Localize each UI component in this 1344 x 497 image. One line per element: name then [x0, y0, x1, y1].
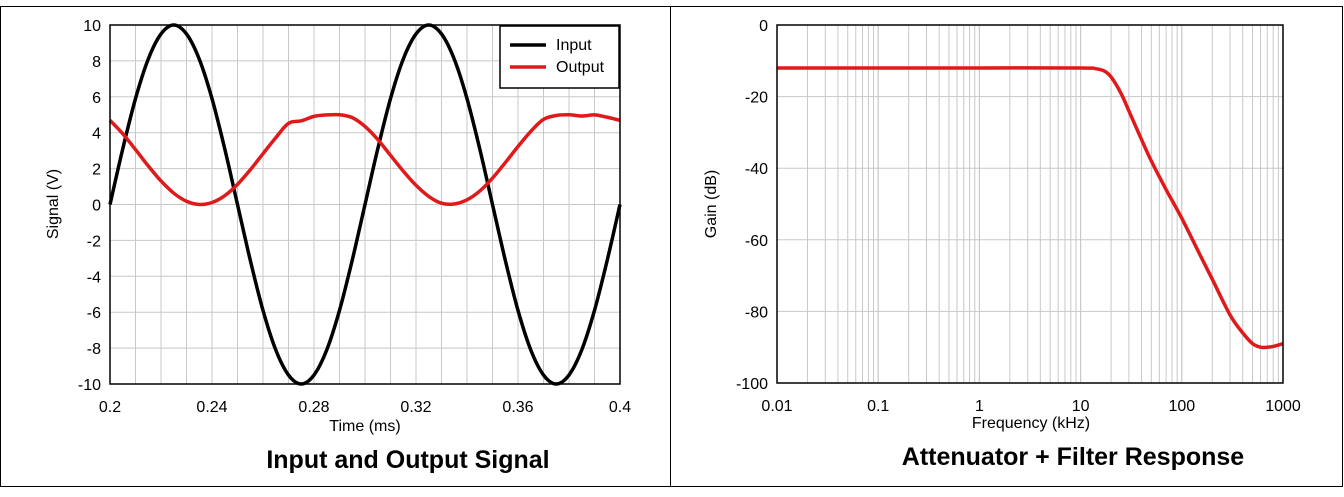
- y-tick-label: -60: [745, 233, 768, 250]
- series-line-input: [108, 23, 622, 386]
- right-panel-border: [670, 6, 1343, 487]
- y-tick-label: -40: [745, 161, 768, 178]
- left-chart-title: Input and Output Signal: [266, 446, 549, 474]
- left-x-axis-label: Time (ms): [329, 418, 400, 435]
- left-plot-frame: [109, 24, 621, 385]
- legend-box: [499, 25, 620, 89]
- x-tick-label: 0.24: [196, 399, 227, 416]
- x-tick-label: 100: [1168, 398, 1195, 415]
- y-tick-label: -2: [87, 233, 101, 250]
- series-line-output: [108, 112, 621, 207]
- x-tick-label: 10: [1072, 398, 1090, 415]
- y-tick-label: 0: [92, 198, 101, 215]
- y-tick-label: -100: [736, 376, 768, 393]
- right-y-axis-label: Gain (dB): [703, 170, 720, 238]
- y-tick-label: 4: [92, 126, 101, 143]
- right-x-axis-label: Frequency (kHz): [972, 415, 1090, 432]
- left-legend: Input Output: [499, 25, 620, 89]
- y-tick-label: 0: [759, 18, 768, 35]
- y-tick-label: -20: [745, 90, 768, 107]
- x-tick-label: 0.4: [609, 399, 631, 416]
- x-tick-label: 0.1: [867, 398, 889, 415]
- y-tick-label: 8: [92, 54, 101, 71]
- x-tick-label: 0.2: [99, 399, 121, 416]
- left-y-axis-label: Signal (V): [45, 169, 62, 239]
- y-tick-label: 10: [83, 18, 101, 35]
- x-tick-label: 0.32: [400, 399, 431, 416]
- x-tick-label: 0.36: [502, 399, 533, 416]
- right-plot-frame: [776, 24, 1284, 384]
- attenuator-filter-response-chart: 0.01 0.1 1 10 100 1000 0 -20 -40 -60 -80 -100 Frequ…: [670, 6, 1343, 487]
- y-tick-label: -6: [87, 305, 101, 322]
- y-tick-label: -10: [78, 377, 101, 394]
- input-output-signal-chart: 0.2 0.24 0.28 0.32 0.36 0.4 10 8 6 4 2 0 -2 -4 -6 -8 -10…: [0, 6, 671, 487]
- y-tick-label: -80: [745, 304, 768, 321]
- x-tick-label: 0.28: [298, 399, 329, 416]
- y-tick-label: 6: [92, 90, 101, 107]
- x-tick-label: 0.01: [761, 398, 792, 415]
- legend-label-input: Input: [556, 37, 592, 54]
- legend-label-output: Output: [556, 59, 605, 76]
- series-line-gain: [777, 66, 1284, 350]
- right-chart-title: Attenuator + Filter Response: [902, 443, 1245, 471]
- y-tick-label: 2: [92, 162, 101, 179]
- x-tick-label: 1000: [1265, 398, 1301, 415]
- x-tick-label: 1: [975, 398, 984, 415]
- y-tick-label: -4: [87, 269, 101, 286]
- y-tick-label: -8: [87, 341, 101, 358]
